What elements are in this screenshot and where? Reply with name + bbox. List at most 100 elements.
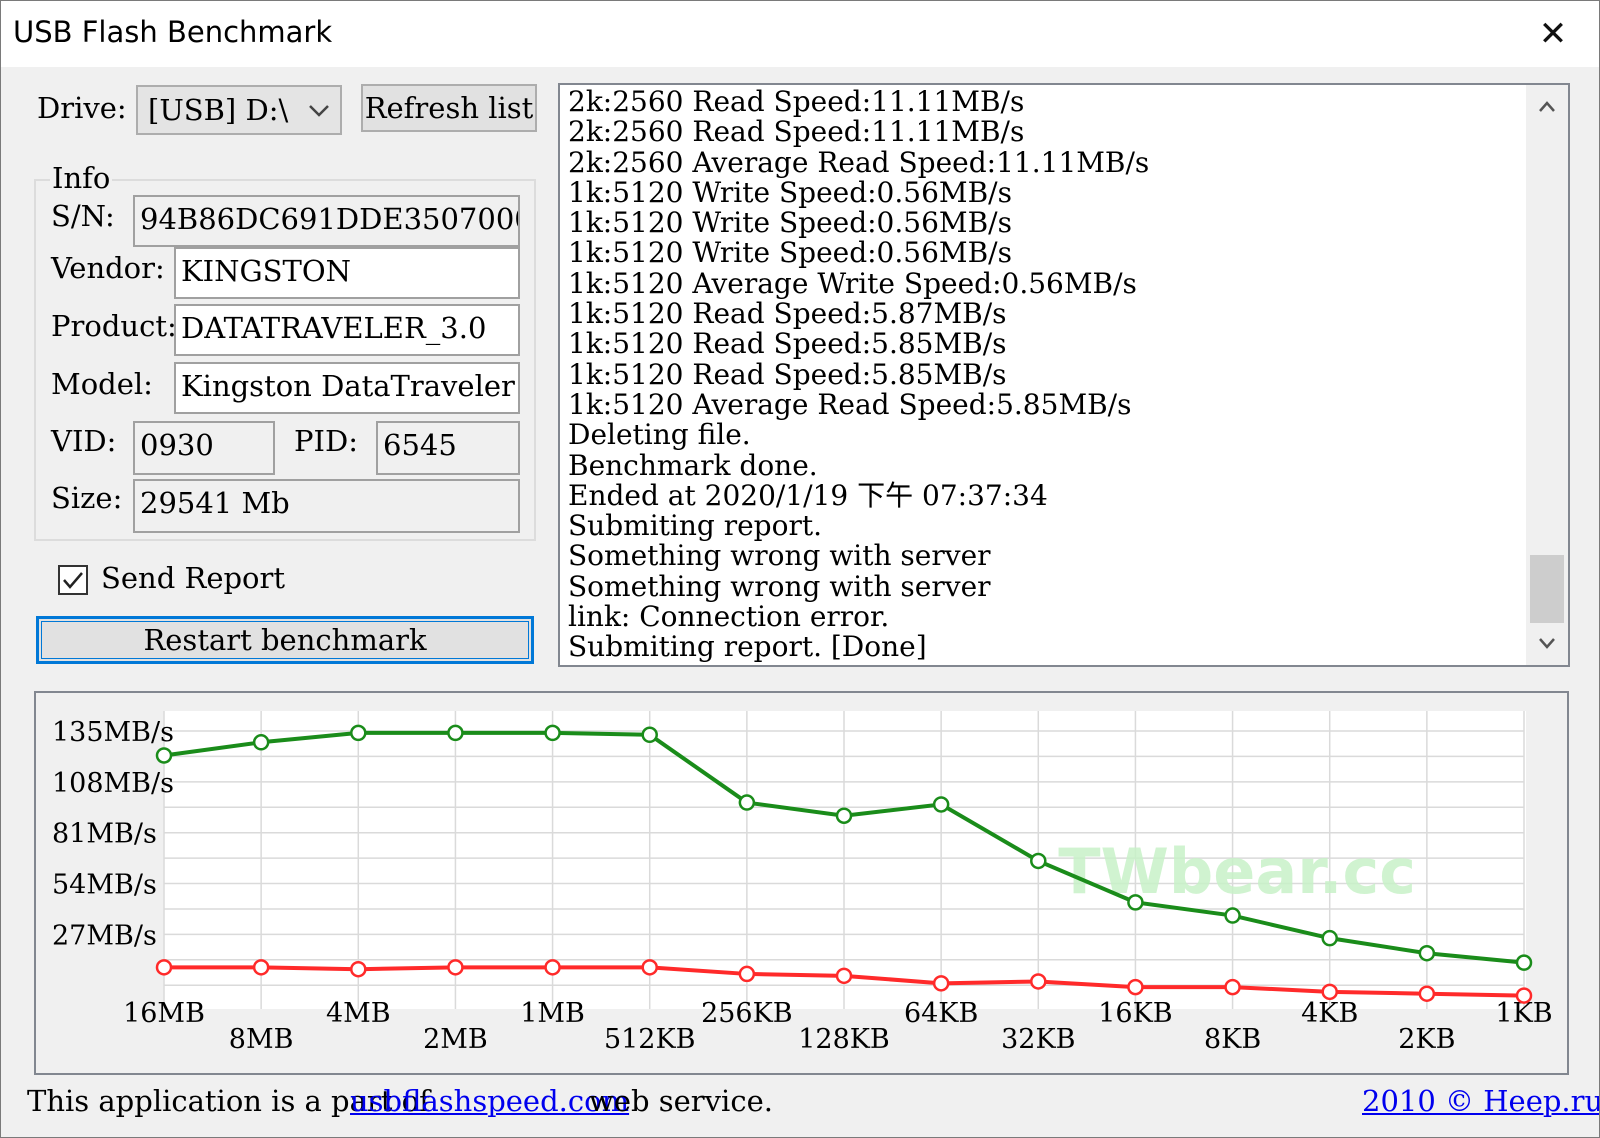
- sn-field: 94B86DC691DDE3507000442: [133, 195, 520, 247]
- send-report-label[interactable]: Send Report: [101, 561, 286, 595]
- data-point: [1418, 944, 1436, 962]
- title-bar: USB Flash Benchmark ✕: [1, 1, 1599, 67]
- data-point: [252, 959, 270, 976]
- data-point: [155, 959, 173, 976]
- model-label: Model:: [51, 367, 153, 401]
- size-field: 29541 Mb: [133, 479, 520, 533]
- pid-label: PID:: [294, 424, 358, 458]
- sn-label: S/N:: [51, 199, 115, 233]
- x-tick-label: 128KB: [798, 1024, 890, 1055]
- y-tick-label: 27MB/s: [52, 920, 157, 951]
- data-point: [252, 734, 270, 751]
- restart-benchmark-button[interactable]: Restart benchmark: [36, 616, 534, 664]
- scroll-down-icon[interactable]: [1526, 621, 1568, 665]
- log-line: 1k:5120 Read Speed:5.87MB/s: [568, 297, 1007, 331]
- restart-benchmark-label: Restart benchmark: [143, 623, 427, 657]
- data-point: [1127, 978, 1144, 996]
- y-tick-label: 81MB/s: [52, 819, 157, 850]
- data-point: [350, 724, 367, 742]
- x-tick-label: 4MB: [326, 998, 391, 1029]
- log-line: 1k:5120 Write Speed:0.56MB/s: [568, 206, 1012, 240]
- y-tick-label: 135MB/s: [52, 717, 174, 748]
- product-field[interactable]: DATATRAVELER_3.0: [174, 304, 520, 356]
- drive-select[interactable]: [USB] D:\: [136, 85, 342, 135]
- drive-select-value: [USB] D:\: [148, 93, 289, 127]
- vendor-field[interactable]: KINGSTON: [174, 247, 520, 299]
- log-line: 1k:5120 Read Speed:5.85MB/s: [568, 327, 1007, 361]
- log-line: 2k:2560 Read Speed:11.11MB/s: [568, 115, 1025, 149]
- data-point: [1321, 929, 1338, 947]
- product-label: Product:: [51, 309, 177, 343]
- data-point: [1224, 907, 1241, 924]
- y-tick-label: 54MB/s: [52, 870, 157, 901]
- window-title: USB Flash Benchmark: [13, 15, 333, 49]
- y-tick-label: 108MB/s: [52, 768, 174, 799]
- data-point: [1321, 983, 1338, 1001]
- log-line: 1k:5120 Write Speed:0.56MB/s: [568, 236, 1012, 270]
- log-line: Something wrong with server: [568, 569, 991, 603]
- data-point: [641, 726, 658, 744]
- log-line: Ended at 2020/1/19 下午 07:37:34: [568, 478, 1048, 512]
- log-line: Submiting report.: [568, 509, 822, 543]
- data-point: [641, 959, 658, 976]
- data-point: [738, 965, 756, 983]
- footer-text-after: web service.: [589, 1084, 773, 1118]
- x-tick-label: 64KB: [904, 998, 978, 1029]
- log-line: 1k:5120 Average Write Speed:0.56MB/s: [568, 266, 1137, 300]
- data-point: [1030, 973, 1047, 990]
- x-tick-label: 1MB: [520, 998, 585, 1029]
- x-tick-label: 8KB: [1204, 1024, 1261, 1055]
- x-tick-label: 4KB: [1301, 998, 1358, 1029]
- log-line: Submiting report. [Done]: [568, 630, 927, 664]
- x-tick-label: 8MB: [229, 1024, 294, 1055]
- vid-label: VID:: [51, 424, 117, 458]
- log-line: 2k:2560 Read Speed:11.11MB/s: [568, 85, 1025, 118]
- log-lines: 2k:2560 Read Speed:11.11MB/s 2k:2560 Read…: [568, 85, 1150, 664]
- data-point: [155, 747, 173, 764]
- data-point: [1515, 987, 1533, 1004]
- log-line: 1k:5120 Write Speed:0.56MB/s: [568, 175, 1012, 209]
- speed-chart-panel: TWbear.cc 135MB/s 108MB/s 81MB/s 54MB/s 27MB/…: [34, 691, 1569, 1075]
- close-icon[interactable]: ✕: [1538, 14, 1568, 54]
- log-textbox[interactable]: 2k:2560 Read Speed:11.11MB/s 2k:2560 Read…: [558, 83, 1570, 667]
- data-point: [544, 959, 561, 976]
- data-point: [932, 975, 950, 992]
- checkmark-icon: [63, 572, 83, 589]
- data-point: [1515, 954, 1533, 971]
- x-tick-label: 256KB: [701, 998, 793, 1029]
- data-point: [1127, 894, 1144, 911]
- log-line: link: Connection error.: [568, 600, 890, 634]
- speed-chart: TWbear.cc 135MB/s 108MB/s 81MB/s 54MB/s 27MB/…: [52, 711, 1553, 1055]
- x-tick-label: 2MB: [423, 1024, 488, 1055]
- data-point: [1224, 978, 1241, 996]
- send-report-checkbox[interactable]: [58, 565, 88, 595]
- chevron-down-icon: [309, 105, 329, 117]
- log-scrollbar[interactable]: [1526, 85, 1568, 665]
- log-line: Deleting file.: [568, 418, 751, 452]
- size-label: Size:: [51, 481, 123, 515]
- log-line: 2k:2560 Average Read Speed:11.11MB/s: [568, 145, 1150, 179]
- data-point: [835, 967, 853, 985]
- vid-field: 0930: [133, 421, 275, 475]
- data-point: [738, 794, 756, 811]
- scroll-up-icon[interactable]: [1526, 85, 1568, 129]
- usbflashspeed-link[interactable]: usbflashspeed.com: [350, 1084, 630, 1118]
- scroll-thumb[interactable]: [1530, 555, 1564, 623]
- data-point: [1418, 985, 1436, 1002]
- log-line: Something wrong with server: [568, 539, 991, 573]
- vendor-label: Vendor:: [51, 251, 165, 285]
- log-line: 1k:5120 Average Read Speed:5.85MB/s: [568, 387, 1132, 421]
- x-tick-label: 16MB: [123, 998, 205, 1029]
- data-point: [447, 959, 464, 976]
- pid-field: 6545: [376, 421, 520, 475]
- data-point: [544, 724, 561, 742]
- log-line: Benchmark done.: [568, 448, 818, 482]
- x-tick-label: 2KB: [1398, 1024, 1455, 1055]
- x-tick-label: 512KB: [604, 1024, 696, 1055]
- refresh-list-button[interactable]: Refresh list: [361, 84, 537, 132]
- data-point: [835, 807, 853, 824]
- model-field[interactable]: Kingston DataTraveler 3.0: [174, 362, 520, 414]
- heep-copyright-link[interactable]: 2010 © Heep.ru: [1362, 1084, 1600, 1118]
- x-tick-label: 16KB: [1098, 998, 1172, 1029]
